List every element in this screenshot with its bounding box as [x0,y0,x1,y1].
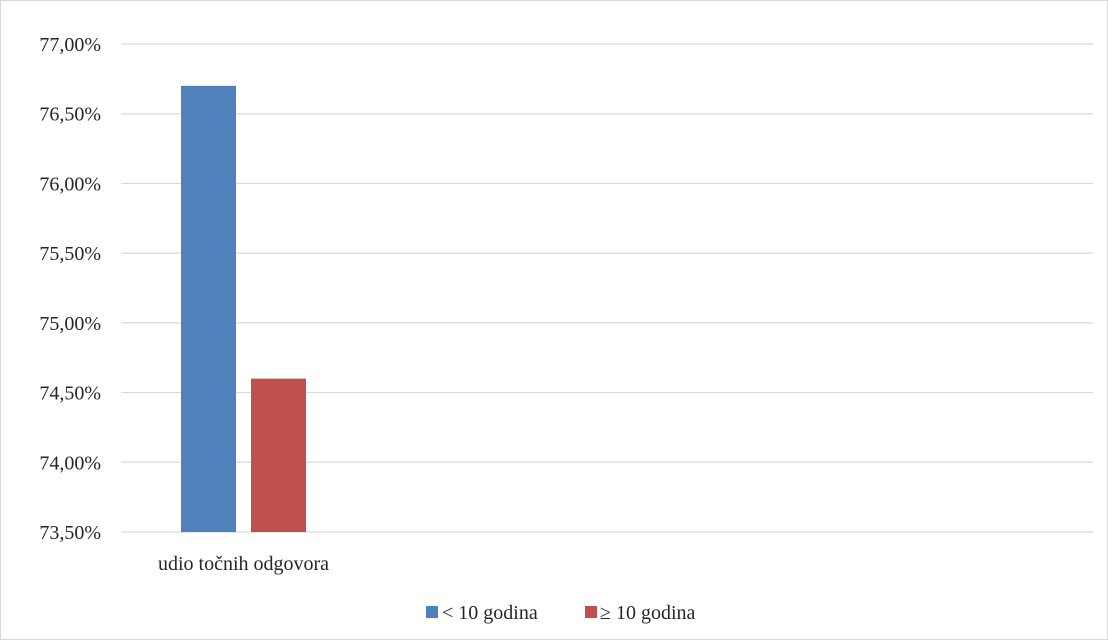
bar-lt-10-godina [181,85,236,532]
y-tick-label: 73,50% [39,522,101,544]
x-axis-category-labels: udio točnih odgovora [158,553,329,575]
y-tick-label: 75,00% [39,313,101,335]
y-axis-tick-labels: 73,50% 74,00% 74,50% 75,00% 75,50% 76,00% 76,5… [39,34,101,544]
y-tick-label: 76,00% [39,173,101,195]
legend-swatch [585,606,597,618]
y-tick-label: 74,50% [39,383,101,405]
bars [181,85,306,532]
y-tick-label: 76,50% [39,104,101,126]
bar-ge-10-godina [251,378,306,532]
legend: < 10 godina ≥ 10 godina [426,602,696,624]
legend-swatch [426,606,438,618]
y-tick-label: 75,50% [39,243,101,265]
x-category-label: udio točnih odgovora [158,553,329,575]
legend-label: < 10 godina [442,602,538,624]
legend-label: ≥ 10 godina [600,602,696,624]
y-tick-label: 77,00% [39,34,101,56]
y-tick-label: 74,00% [39,452,101,474]
